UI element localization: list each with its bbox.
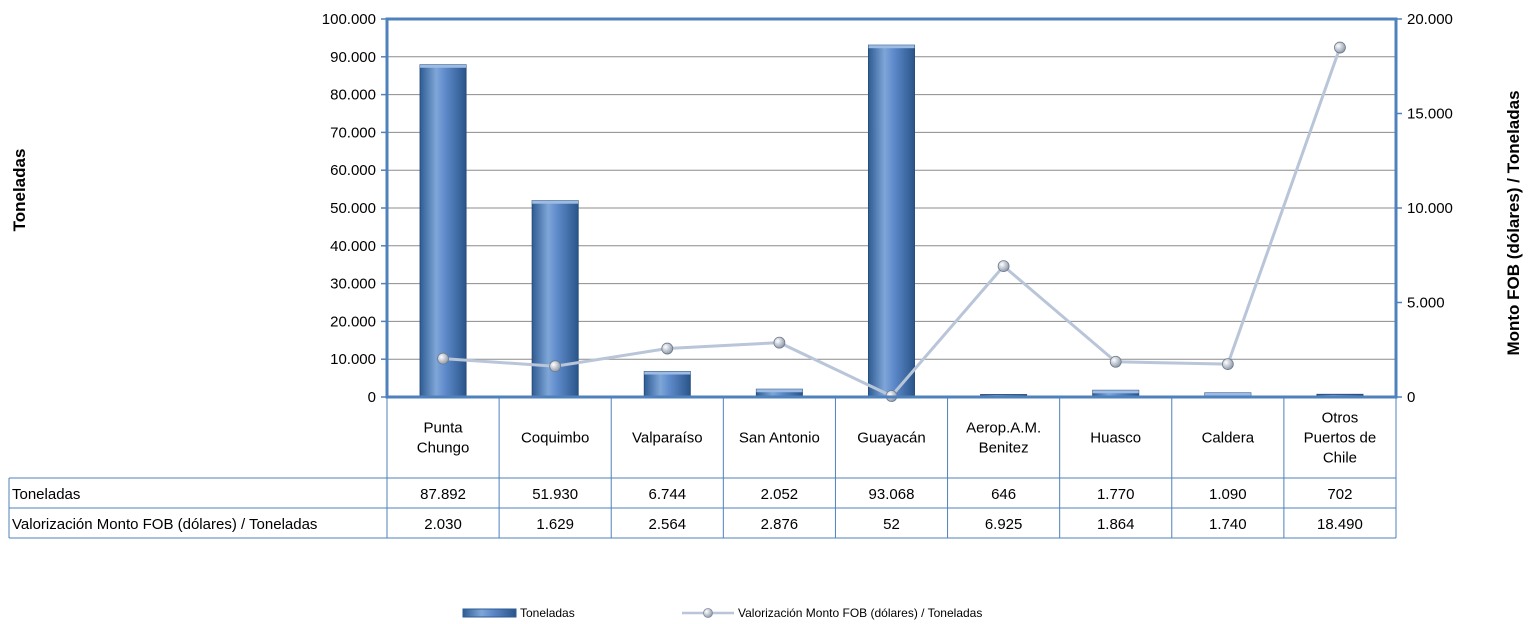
right-tick-label: 15.000 (1407, 106, 1453, 123)
legend: Toneladas Valorización Monto FOB (dólare… (462, 606, 982, 620)
table-cell: 2.052 (761, 486, 799, 503)
left-tick-label: 70.000 (330, 124, 376, 141)
bar-top (532, 200, 579, 204)
category-label: Valparaíso (632, 430, 703, 447)
table-cell: 2.564 (649, 516, 687, 533)
bar-body (643, 371, 691, 398)
line-point (437, 352, 449, 365)
left-tick-label: 20.000 (330, 313, 376, 330)
bar (643, 371, 691, 398)
bar-body (868, 44, 915, 398)
category-label: Chile (1323, 450, 1357, 467)
category-label: Chungo (417, 440, 470, 457)
table-cell: 1.770 (1097, 486, 1135, 503)
table-cell: 2.030 (424, 516, 462, 533)
bar-top (420, 64, 467, 68)
bar (868, 44, 915, 398)
table-cell: 1.629 (536, 516, 574, 533)
line-point (997, 260, 1010, 273)
left-tick-label: 100.000 (322, 11, 376, 28)
line-point (549, 360, 562, 373)
bar-top (868, 45, 915, 49)
category-label: Caldera (1202, 430, 1255, 447)
table-row-header: Toneladas (12, 486, 80, 503)
left-tick-label: 30.000 (330, 276, 376, 293)
left-axis-ticks: 0 10.000 20.000 30.000 40.000 50.000 60.000 70.… (322, 11, 387, 406)
legend-bar-swatch (462, 608, 517, 618)
category-label: San Antonio (739, 430, 820, 447)
table-cell: 87.892 (420, 486, 466, 503)
table-cell: 702 (1327, 486, 1352, 503)
left-tick-label: 80.000 (330, 87, 376, 104)
table-cell: 18.490 (1317, 516, 1363, 533)
table-cell: 1.090 (1209, 486, 1247, 503)
table-cell: 52 (883, 516, 900, 533)
line-point (1334, 41, 1346, 54)
table-cell: 51.930 (532, 486, 578, 503)
bar-top (1092, 390, 1139, 394)
right-tick-label: 5.000 (1407, 295, 1445, 312)
table-cell: 6.744 (649, 486, 687, 503)
right-tick-label: 0 (1407, 389, 1415, 406)
table-cell: 1.864 (1097, 516, 1135, 533)
legend-label-toneladas: Toneladas (520, 606, 575, 620)
table-cell: 646 (991, 486, 1016, 503)
right-tick-label: 10.000 (1407, 200, 1453, 217)
line-point (1109, 355, 1122, 368)
left-tick-label: 90.000 (330, 49, 376, 66)
table-cell: 1.740 (1209, 516, 1247, 533)
bar-series (419, 44, 1364, 398)
table-cell: 93.068 (869, 486, 915, 503)
left-tick-label: 50.000 (330, 200, 376, 217)
category-label: Guayacán (857, 430, 925, 447)
line-point (661, 342, 674, 355)
bar-top (1204, 392, 1251, 396)
table-cell: 6.925 (985, 516, 1023, 533)
line-point (1221, 358, 1234, 371)
left-tick-label: 60.000 (330, 162, 376, 179)
legend-item-toneladas: Toneladas (462, 606, 575, 620)
bar-body (419, 64, 467, 398)
table-cell: 2.876 (761, 516, 799, 533)
category-label: Otros (1322, 410, 1359, 427)
left-tick-label: 40.000 (330, 238, 376, 255)
category-label: Punta (423, 420, 463, 437)
table-row-header: Valorización Monto FOB (dólares) / Tonel… (12, 516, 317, 533)
bar-top (644, 371, 691, 375)
right-axis-title: Monto FOB (dólares) / Toneladas (1504, 90, 1523, 355)
bar-top (756, 389, 803, 393)
category-label: Coquimbo (521, 430, 589, 447)
line-point (773, 336, 786, 349)
right-tick-label: 20.000 (1407, 11, 1453, 28)
category-label: Puertos de (1304, 430, 1377, 447)
bar (419, 64, 467, 398)
left-tick-label: 10.000 (330, 351, 376, 368)
right-axis-ticks: 0 5.000 10.000 15.000 20.000 (1396, 11, 1453, 406)
category-label: Huasco (1090, 430, 1141, 447)
legend-marker (703, 608, 713, 618)
category-label: Benitez (979, 440, 1029, 457)
legend-item-valorizacion: Valorización Monto FOB (dólares) / Tonel… (682, 606, 982, 620)
legend-label-valorizacion: Valorización Monto FOB (dólares) / Tonel… (738, 606, 982, 620)
left-axis-title: Toneladas (10, 149, 29, 232)
data-table: Punta Chungo Coquimbo Valparaíso San Antonio… (8, 397, 1397, 539)
category-label: Aerop.A.M. (966, 420, 1041, 437)
left-tick-label: 0 (368, 389, 376, 406)
